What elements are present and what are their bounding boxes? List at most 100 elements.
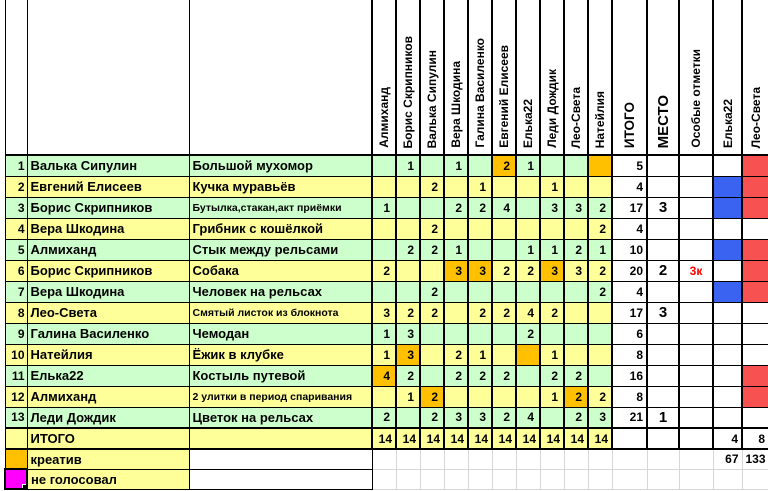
- vote-cell[interactable]: 2: [419, 238, 445, 261]
- entry-title-cell[interactable]: [188, 427, 373, 450]
- author-cell[interactable]: Евгений Елисеев: [26, 175, 190, 198]
- vote-cell[interactable]: [491, 385, 517, 408]
- empty-cell[interactable]: [419, 468, 445, 490]
- row-number-cell[interactable]: [4, 427, 28, 450]
- vote-cell[interactable]: 1: [467, 343, 493, 366]
- vote-cell[interactable]: 3: [539, 259, 565, 282]
- vote-cell[interactable]: [419, 364, 445, 387]
- column-total-cell[interactable]: 14: [563, 427, 589, 450]
- entry-title-cell[interactable]: Кучка муравьёв: [188, 175, 373, 198]
- special-marks-cell[interactable]: [678, 406, 714, 429]
- row-number-cell[interactable]: 7: [4, 280, 28, 303]
- vote-cell[interactable]: [515, 343, 541, 366]
- leo-sveta-mark-cell[interactable]: [741, 238, 768, 261]
- elka22-mark-cell[interactable]: [712, 322, 743, 345]
- leo-sveta-mark-cell[interactable]: [741, 406, 768, 429]
- special-marks-cell[interactable]: [678, 154, 714, 177]
- author-cell[interactable]: Лео-Света: [26, 301, 190, 324]
- vote-cell[interactable]: 2: [371, 259, 397, 282]
- total-cell[interactable]: 17: [611, 196, 648, 219]
- vote-cell[interactable]: [371, 238, 397, 261]
- place-cell[interactable]: [646, 175, 680, 198]
- entry-title-cell[interactable]: Собака: [188, 259, 373, 282]
- vote-cell[interactable]: [395, 259, 421, 282]
- elka22-mark-cell[interactable]: [712, 364, 743, 387]
- empty-cell[interactable]: [188, 468, 373, 490]
- row-number-cell[interactable]: 10: [4, 343, 28, 366]
- vote-cell[interactable]: 1: [539, 343, 565, 366]
- vote-cell[interactable]: [443, 322, 469, 345]
- empty-cell[interactable]: [646, 468, 680, 490]
- vote-cell[interactable]: 3: [587, 406, 613, 429]
- vote-cell[interactable]: [563, 154, 589, 177]
- voter-header-9[interactable]: Лео-Света: [563, 0, 589, 156]
- not-voted-swatch[interactable]: [4, 468, 28, 490]
- column-total-cell[interactable]: 14: [467, 427, 493, 450]
- vote-cell[interactable]: 2: [395, 301, 421, 324]
- vote-cell[interactable]: [563, 301, 589, 324]
- vote-cell[interactable]: 2: [419, 406, 445, 429]
- place-cell[interactable]: [646, 343, 680, 366]
- place-cell[interactable]: [646, 154, 680, 177]
- vote-cell[interactable]: 2: [491, 364, 517, 387]
- vote-cell[interactable]: 1: [539, 385, 565, 408]
- special-marks-cell[interactable]: [678, 364, 714, 387]
- empty-cell[interactable]: [646, 448, 680, 470]
- vote-cell[interactable]: 2: [491, 154, 517, 177]
- vote-cell[interactable]: [371, 217, 397, 240]
- vote-cell[interactable]: 4: [515, 301, 541, 324]
- row-number-cell[interactable]: 1: [4, 154, 28, 177]
- vote-cell[interactable]: 2: [371, 406, 397, 429]
- leo-sveta-mark-cell[interactable]: [741, 385, 768, 408]
- total-cell[interactable]: 8: [611, 343, 648, 366]
- vote-cell[interactable]: [563, 217, 589, 240]
- empty-cell[interactable]: [491, 448, 517, 470]
- vote-cell[interactable]: 2: [467, 196, 493, 219]
- title-header[interactable]: [188, 0, 373, 156]
- vote-cell[interactable]: 3: [539, 196, 565, 219]
- vote-cell[interactable]: [371, 154, 397, 177]
- special-marks-header[interactable]: Особые отметки: [678, 0, 714, 156]
- entry-title-cell[interactable]: Бутылка,стакан,акт приёмки: [188, 196, 373, 219]
- total-cell[interactable]: 21: [611, 406, 648, 429]
- special-marks-cell[interactable]: [678, 427, 714, 450]
- extra-voter-header-1[interactable]: Елька22: [712, 0, 743, 156]
- author-cell[interactable]: Алмиханд: [26, 385, 190, 408]
- entry-title-cell[interactable]: Смятый листок из блокнота: [188, 301, 373, 324]
- empty-cell[interactable]: [563, 468, 589, 490]
- place-header[interactable]: МЕСТО: [646, 0, 680, 156]
- empty-cell[interactable]: [741, 468, 768, 490]
- voter-header-2[interactable]: Борис Скрипников: [395, 0, 421, 156]
- entry-title-cell[interactable]: Костыль путевой: [188, 364, 373, 387]
- vote-cell[interactable]: 3: [563, 196, 589, 219]
- entry-title-cell[interactable]: Большой мухомор: [188, 154, 373, 177]
- not-voted-label-cell[interactable]: не голосовал: [26, 468, 190, 490]
- vote-cell[interactable]: 1: [371, 343, 397, 366]
- voter-header-5[interactable]: Галина Василенко: [467, 0, 493, 156]
- total-cell[interactable]: 6: [611, 322, 648, 345]
- vote-cell[interactable]: 1: [539, 238, 565, 261]
- vote-cell[interactable]: 2: [395, 238, 421, 261]
- leo-sveta-mark-cell[interactable]: [741, 217, 768, 240]
- leo-sveta-mark-cell[interactable]: [741, 175, 768, 198]
- elka22-mark-cell[interactable]: [712, 154, 743, 177]
- place-cell[interactable]: 2: [646, 259, 680, 282]
- vote-cell[interactable]: [515, 364, 541, 387]
- place-cell[interactable]: [646, 238, 680, 261]
- place-cell[interactable]: [646, 280, 680, 303]
- elka22-mark-cell[interactable]: [712, 280, 743, 303]
- vote-cell[interactable]: [563, 175, 589, 198]
- vote-cell[interactable]: [419, 343, 445, 366]
- vote-cell[interactable]: [467, 217, 493, 240]
- vote-cell[interactable]: 3: [467, 259, 493, 282]
- vote-cell[interactable]: 1: [515, 154, 541, 177]
- row-number-cell[interactable]: 12: [4, 385, 28, 408]
- vote-cell[interactable]: 1: [371, 196, 397, 219]
- vote-cell[interactable]: 2: [419, 175, 445, 198]
- vote-cell[interactable]: 2: [467, 364, 493, 387]
- place-cell[interactable]: [646, 217, 680, 240]
- vote-cell[interactable]: 2: [443, 364, 469, 387]
- row-number-cell[interactable]: 13: [4, 406, 28, 429]
- entry-title-cell[interactable]: Человек на рельсах: [188, 280, 373, 303]
- author-cell[interactable]: Вера Шкодина: [26, 217, 190, 240]
